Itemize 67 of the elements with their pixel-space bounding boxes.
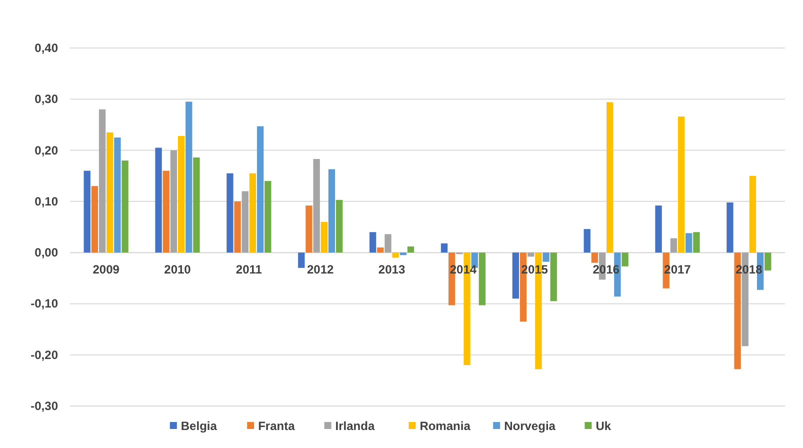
bar: [226, 173, 234, 253]
bar: [400, 252, 407, 256]
bar: [122, 160, 128, 253]
bar: [98, 109, 106, 253]
bar: [606, 102, 614, 253]
bar: [91, 186, 98, 253]
legend-label: Franta: [258, 419, 296, 433]
legend-label: Romania: [420, 419, 471, 433]
bar: [478, 252, 486, 306]
bar: [392, 252, 399, 258]
bar: [186, 102, 192, 253]
y-tick-label: 0,20: [34, 143, 58, 158]
legend-label: Norvegia: [504, 419, 556, 433]
bar: [336, 200, 343, 253]
bar: [407, 246, 414, 253]
bar: [320, 222, 328, 253]
bar: [256, 126, 264, 253]
bar: [670, 238, 678, 253]
bar: [550, 252, 557, 302]
bar: [384, 234, 392, 253]
bar: [298, 252, 305, 268]
bar: [377, 247, 384, 253]
y-tick-label: -0,20: [30, 348, 58, 362]
bar: [264, 180, 272, 253]
bar: [542, 252, 550, 262]
y-tick-label: 0,40: [34, 41, 58, 55]
bar: [84, 170, 90, 253]
y-tick-label: 0,00: [34, 246, 58, 260]
bar: [369, 232, 376, 253]
legend-label: Belgia: [180, 419, 218, 433]
bar: [591, 252, 598, 263]
y-tick-label: -0,30: [30, 399, 58, 413]
x-tick-label: 2012: [307, 262, 334, 277]
bar: [693, 232, 700, 253]
x-tick-label: 2010: [164, 262, 192, 277]
bar: [234, 201, 241, 253]
bar: [726, 202, 734, 253]
bar: [686, 233, 692, 253]
bar: [528, 252, 534, 257]
bar: [162, 170, 170, 253]
bar: [678, 116, 685, 253]
bar: [193, 157, 200, 253]
x-tick-label: 2013: [378, 262, 406, 277]
bar: [512, 252, 520, 299]
legend-label: Irlanda: [335, 419, 375, 433]
bar: [764, 252, 772, 270]
legend-label: Uk: [596, 419, 612, 433]
bar: [178, 136, 185, 253]
bar: [306, 206, 312, 253]
bar: [106, 132, 114, 253]
y-tick-label: 0,30: [34, 92, 58, 106]
y-tick-label: -0,10: [30, 296, 58, 311]
bar: [249, 173, 256, 253]
y-tick-label: 0,10: [34, 194, 58, 208]
bar: [170, 150, 178, 253]
bar: [622, 252, 628, 266]
x-tick-label: 2009: [92, 262, 120, 277]
bar: [242, 191, 248, 253]
bar: [328, 169, 336, 253]
bar: [655, 206, 662, 253]
bar: [749, 176, 756, 253]
bar: [313, 158, 320, 253]
bar: [155, 148, 162, 253]
bar: [584, 229, 590, 253]
x-tick-label: 2011: [236, 262, 262, 277]
bar: [440, 243, 448, 253]
bar: [114, 138, 121, 253]
